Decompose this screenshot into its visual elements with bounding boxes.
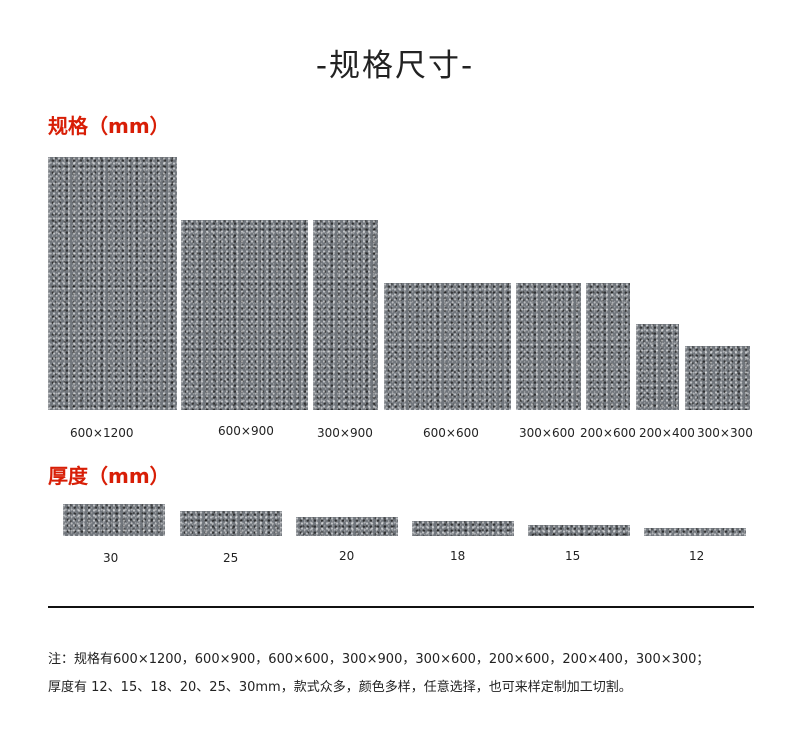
size-label: 300×600 (519, 426, 575, 440)
note-line-1: 注：规格有600×1200，600×900，600×600，300×900，30… (48, 652, 710, 667)
size-label: 200×600 (580, 426, 636, 440)
size-tile-600x600 (384, 283, 511, 410)
size-label: 300×300 (697, 426, 753, 440)
size-tile-300x600 (516, 283, 581, 410)
size-tile-300x300 (685, 346, 750, 410)
size-label: 200×400 (639, 426, 695, 440)
thickness-section-heading: 厚度（mm） (48, 464, 170, 488)
size-tile-200x600 (586, 283, 630, 410)
thickness-label: 20 (339, 549, 355, 563)
size-section-heading: 规格（mm） (48, 114, 170, 138)
size-label: 300×900 (317, 426, 373, 440)
thickness-slab-30 (63, 504, 165, 536)
thickness-label: 15 (565, 549, 581, 563)
thickness-label: 12 (689, 549, 705, 563)
thickness-label: 25 (223, 551, 239, 565)
size-label: 600×900 (218, 424, 274, 438)
size-tile-600x900 (181, 220, 308, 410)
thickness-slab-25 (180, 511, 282, 536)
size-tile-600x1200 (48, 157, 177, 410)
thickness-label: 18 (450, 549, 466, 563)
thickness-slab-20 (296, 517, 398, 536)
size-label: 600×1200 (70, 426, 134, 440)
thickness-label: 30 (103, 551, 119, 565)
note-line-2: 厚度有 12、15、18、20、25、30mm，款式众多，颜色多样，任意选择，也… (48, 680, 632, 695)
size-label: 600×600 (423, 426, 479, 440)
size-tile-300x900 (313, 220, 378, 410)
thickness-slab-12 (644, 528, 746, 536)
page-title: -规格尺寸- (315, 48, 475, 84)
thickness-slab-15 (528, 525, 630, 536)
divider (48, 606, 754, 608)
thickness-slab-18 (412, 521, 514, 536)
size-tile-200x400 (636, 324, 679, 410)
